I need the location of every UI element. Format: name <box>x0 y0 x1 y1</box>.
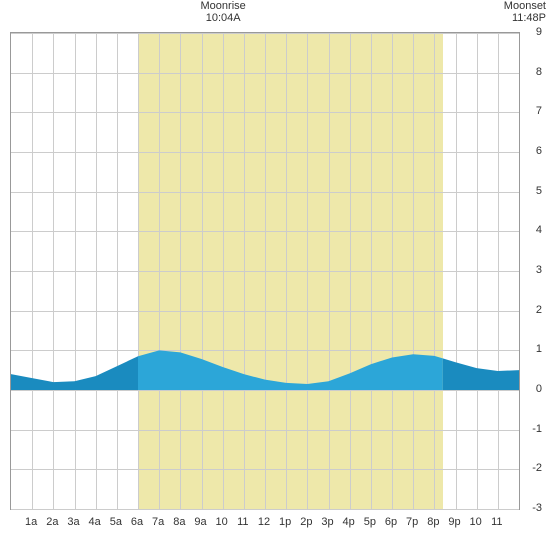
x-tick-label: 1p <box>279 516 291 528</box>
x-tick-label: 3a <box>67 516 79 528</box>
y-tick-label: 4 <box>522 224 542 236</box>
y-tick-label: -3 <box>522 502 542 514</box>
moonset-time: 11:48P <box>504 12 546 24</box>
x-tick-label: 1a <box>25 516 37 528</box>
y-tick-label: 8 <box>522 66 542 78</box>
y-tick-label: 7 <box>522 105 542 117</box>
tide-area <box>11 33 519 509</box>
y-tick-label: 0 <box>522 383 542 395</box>
x-tick-label: 6a <box>131 516 143 528</box>
y-tick-label: 1 <box>522 343 542 355</box>
y-tick-label: 9 <box>522 26 542 38</box>
y-tick-label: 3 <box>522 264 542 276</box>
x-tick-label: 8p <box>427 516 439 528</box>
y-tick-label: 5 <box>522 185 542 197</box>
x-tick-label: 9a <box>194 516 206 528</box>
tide-chart: Moonrise 10:04A Moonset 11:48P -3-2-1012… <box>0 0 550 550</box>
plot-area <box>10 32 520 510</box>
grid-line-h <box>11 509 519 510</box>
x-tick-label: 4a <box>89 516 101 528</box>
x-tick-label: 4p <box>343 516 355 528</box>
y-tick-label: -1 <box>522 423 542 435</box>
x-tick-label: 5a <box>110 516 122 528</box>
x-tick-label: 10 <box>470 516 482 528</box>
x-tick-label: 2a <box>46 516 58 528</box>
x-tick-label: 11 <box>491 516 502 528</box>
x-tick-label: 6p <box>385 516 397 528</box>
x-tick-label: 12 <box>258 516 270 528</box>
x-tick-label: 8a <box>173 516 185 528</box>
y-tick-label: 6 <box>522 145 542 157</box>
x-tick-label: 2p <box>300 516 312 528</box>
moonrise-title: Moonrise <box>201 0 246 12</box>
moonrise-time: 10:04A <box>201 12 246 24</box>
moonset-label-group: Moonset 11:48P <box>504 0 546 24</box>
x-tick-label: 11 <box>237 516 248 528</box>
top-labels: Moonrise 10:04A Moonset 11:48P <box>0 0 550 32</box>
x-axis: 1a 2a 3a 4a 5a 6a 7a 8a 9a 10 11 12 1p 2p 3p 4p 5p 6p 7p 8p… <box>10 512 520 532</box>
x-tick-label: 10 <box>216 516 228 528</box>
x-tick-label: 9p <box>448 516 460 528</box>
x-tick-label: 5p <box>364 516 376 528</box>
x-tick-label: 7p <box>406 516 418 528</box>
y-axis: -3-2-10123456789 <box>522 32 542 510</box>
x-tick-label: 7a <box>152 516 164 528</box>
moonrise-label-group: Moonrise 10:04A <box>201 0 246 24</box>
x-tick-label: 3p <box>321 516 333 528</box>
moonset-title: Moonset <box>504 0 546 12</box>
y-tick-label: -2 <box>522 462 542 474</box>
y-tick-label: 2 <box>522 304 542 316</box>
